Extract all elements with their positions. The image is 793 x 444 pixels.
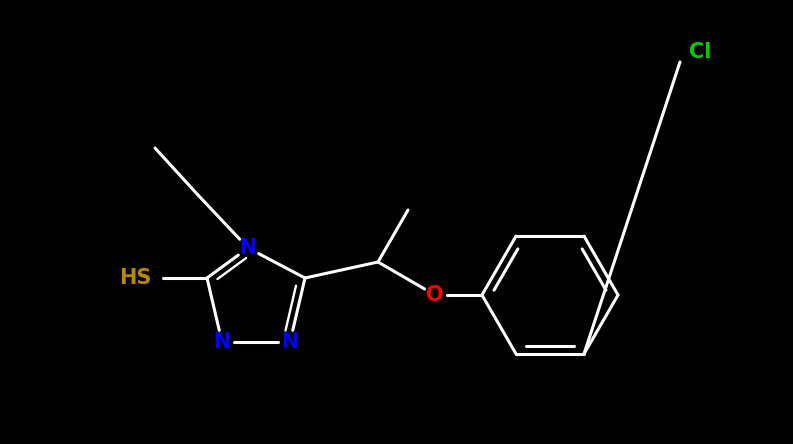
Text: Cl: Cl xyxy=(689,42,711,62)
Text: N: N xyxy=(213,332,231,352)
Text: HS: HS xyxy=(119,268,151,288)
Text: O: O xyxy=(426,285,444,305)
Text: N: N xyxy=(282,332,299,352)
Text: N: N xyxy=(239,238,257,258)
